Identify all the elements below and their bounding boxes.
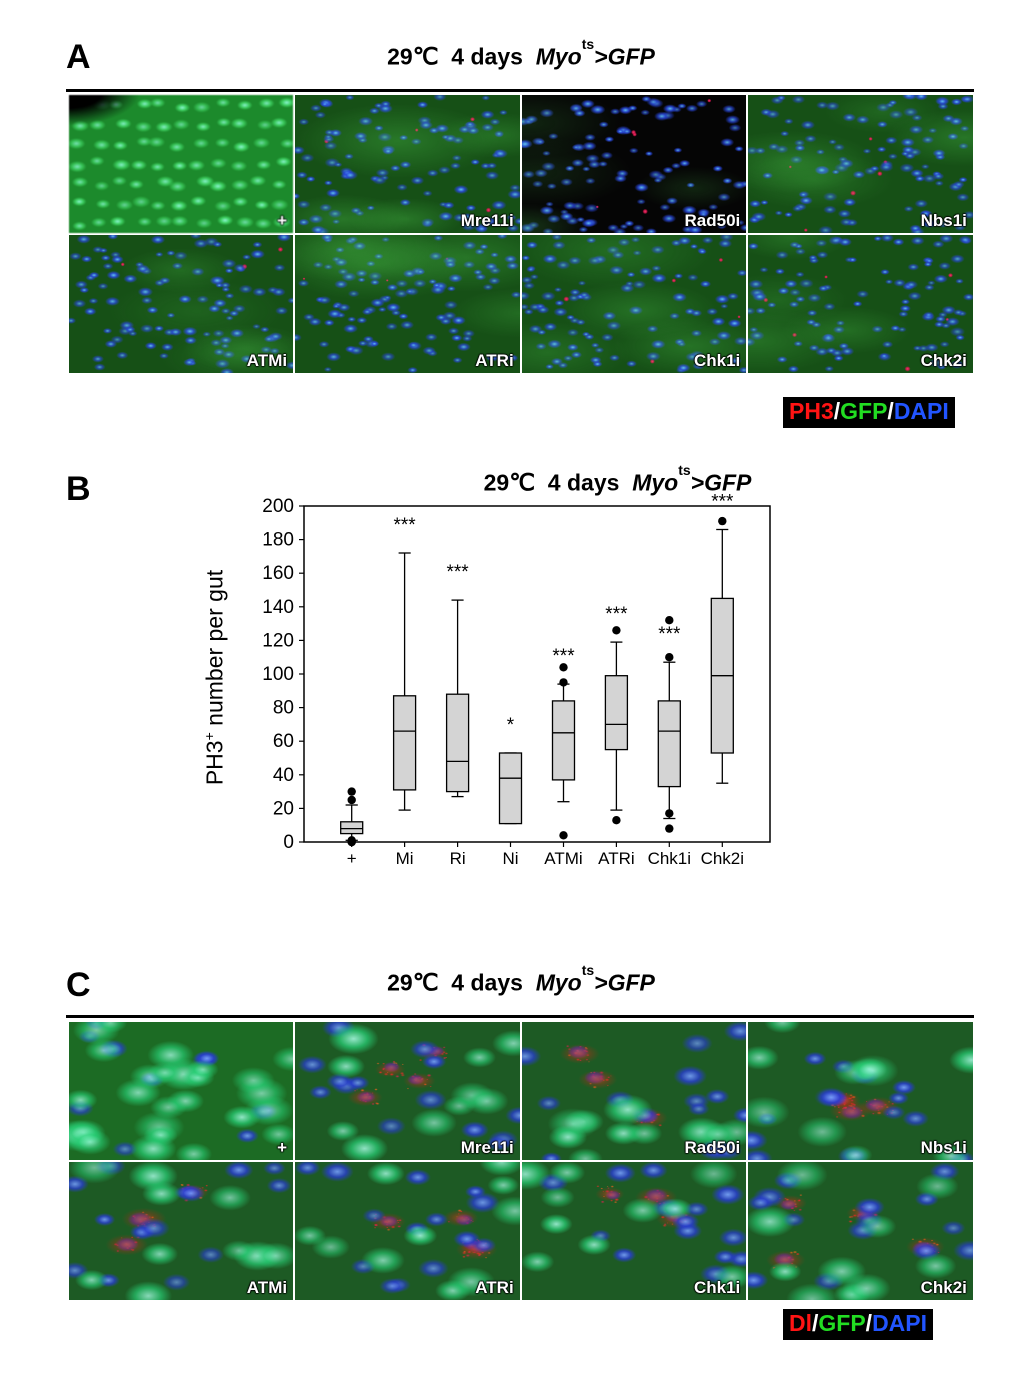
svg-text:160: 160: [262, 563, 294, 584]
svg-text:200: 200: [262, 496, 294, 517]
svg-text:80: 80: [273, 698, 294, 719]
svg-text:Chk2i: Chk2i: [701, 849, 744, 868]
svg-text:+: +: [347, 849, 357, 868]
svg-text:180: 180: [262, 530, 294, 551]
svg-text:ATMi: ATMi: [544, 849, 582, 868]
svg-text:***: ***: [447, 562, 470, 583]
svg-text:120: 120: [262, 630, 294, 651]
svg-text:40: 40: [273, 765, 294, 786]
svg-text:Ni: Ni: [502, 849, 518, 868]
svg-text:ATRi: ATRi: [598, 849, 635, 868]
svg-text:20: 20: [273, 798, 294, 819]
svg-text:*: *: [507, 715, 515, 736]
svg-text:Chk1i: Chk1i: [648, 849, 691, 868]
svg-text:***: ***: [711, 492, 734, 513]
svg-text:Mi: Mi: [396, 849, 414, 868]
svg-text:***: ***: [605, 604, 628, 625]
svg-text:***: ***: [394, 515, 417, 536]
svg-text:100: 100: [262, 664, 294, 685]
svg-text:***: ***: [552, 646, 575, 667]
svg-text:Ri: Ri: [450, 849, 466, 868]
svg-text:0: 0: [283, 832, 294, 853]
svg-text:140: 140: [262, 597, 294, 618]
svg-text:60: 60: [273, 731, 294, 752]
svg-text:***: ***: [658, 624, 681, 645]
